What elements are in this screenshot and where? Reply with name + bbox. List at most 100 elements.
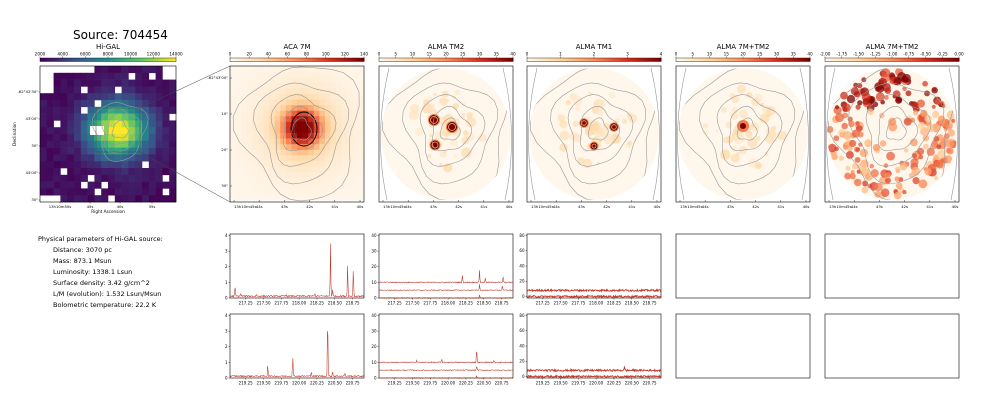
x-tick-label: 219.25 xyxy=(239,381,253,386)
pixel-cluster xyxy=(853,91,861,98)
emission-patch xyxy=(559,143,568,152)
emission-patch xyxy=(408,110,419,121)
emission-patch xyxy=(441,90,449,98)
ra-tick-label: 40s xyxy=(952,204,959,209)
axes-frame xyxy=(378,313,514,379)
emission-patch xyxy=(478,133,487,142)
pixel-cluster xyxy=(951,118,956,123)
contour-line xyxy=(380,67,390,201)
pixel-cluster xyxy=(895,166,901,172)
x-tick-label: 218.25 xyxy=(459,301,473,306)
x-tick-label: 219.50 xyxy=(257,381,271,386)
emission-patch xyxy=(589,120,600,131)
colorbar-tick-label: 25 xyxy=(757,52,763,57)
emission-patch xyxy=(615,118,620,123)
emission-patch xyxy=(598,144,602,148)
spectrum-spec_tm1_2: 219.25 219.50 219.75 220.00 220.25 220.50 220.… xyxy=(519,313,662,386)
pixel-cluster xyxy=(850,170,855,175)
pixel-cluster xyxy=(937,149,947,159)
param-lm-ratio: L/M (evolution): 1.532 Lsun/Msun xyxy=(53,290,162,298)
pixel-cluster xyxy=(903,117,912,126)
colorbar-tick-label: 140 xyxy=(360,52,368,57)
colorbar-tick-label: 14000 xyxy=(169,52,183,57)
colorbar-combo: 0 5 10 15 20 25 30 35 40 xyxy=(675,52,813,62)
contour-line xyxy=(799,67,809,201)
pixel-cluster xyxy=(934,98,942,105)
colorbar-tick-label: -1.00 xyxy=(887,52,898,57)
x-tick-label: 217.25 xyxy=(239,301,253,306)
pixel-cluster xyxy=(848,120,855,128)
spectrum-series-0 xyxy=(229,330,365,378)
pixel-cluster xyxy=(849,173,856,180)
y-tick-label: 40 xyxy=(519,263,525,268)
pixel-cluster xyxy=(895,96,903,103)
contour-line xyxy=(107,112,136,145)
pixel-cluster xyxy=(910,138,918,147)
x-tick-label: 220.75 xyxy=(643,381,657,386)
compact-source xyxy=(431,117,437,123)
spectrum-empty_ratio_2 xyxy=(824,313,960,379)
pixel-cluster xyxy=(886,151,896,161)
spectrum-empty_combo_2 xyxy=(675,313,811,379)
y-tick-label: 20 xyxy=(519,279,525,284)
pixel-cluster xyxy=(854,178,862,187)
pixel-cluster xyxy=(881,68,891,77)
pixel-cluster xyxy=(827,143,837,153)
pixel-cluster xyxy=(932,110,940,118)
contour-line xyxy=(111,119,129,139)
emission-patch xyxy=(428,103,435,110)
emission-patch xyxy=(732,129,738,135)
panel-title-tm1: ALMA TM1 xyxy=(576,43,613,51)
colorbar-tm2: 0 5 10 15 20 25 30 35 40 xyxy=(378,52,516,62)
emission-patch xyxy=(461,147,472,159)
y-tick-label: 3 xyxy=(225,249,228,254)
emission-patch xyxy=(736,84,746,94)
pixel-cluster xyxy=(857,131,864,138)
y-tick-label: 0 xyxy=(225,375,228,380)
axes-frame xyxy=(824,233,960,299)
contour-line xyxy=(848,82,945,185)
spectrum-spec_tm2_1: 217.25 217.50 217.75 218.00 218.25 218.50 218.… xyxy=(371,233,514,306)
spectrum-spec_aca_2: 219.25 219.50 219.75 220.00 220.25 220.50 220.… xyxy=(225,313,365,386)
source-contour xyxy=(447,122,457,132)
source-contour xyxy=(610,123,618,131)
emission-patch xyxy=(575,106,581,112)
pixel-cluster xyxy=(847,145,853,152)
y-tick-label: 60 xyxy=(519,248,525,253)
pixel-cluster xyxy=(911,153,918,159)
emission-patch xyxy=(561,123,568,129)
colorbar-tick-label: 20 xyxy=(443,52,449,57)
ra-tick-label: 13h10m45s xyxy=(531,204,554,209)
colorbar-tick-label: 5 xyxy=(394,52,397,57)
ra-tick-label: 45s xyxy=(87,204,94,209)
dec-tick-label: 30" xyxy=(221,183,228,188)
pixel-cluster xyxy=(844,172,852,180)
spectrum-series-1 xyxy=(378,284,513,292)
dec-tick-label: 20" xyxy=(221,147,228,152)
pixel-cluster xyxy=(878,77,887,87)
map-tm1: 13h10m45s 44s 43s 42s 41s 40s xyxy=(526,65,662,209)
map-combo: 13h10m45s 44s 43s 42s 41s 40s xyxy=(675,65,811,209)
compact-source xyxy=(740,123,746,129)
emission-patch xyxy=(559,130,570,141)
source-parameters: Physical parameters of Hi-GAL source: Di… xyxy=(38,234,163,311)
spectrum-series-0 xyxy=(378,270,514,284)
contour-line xyxy=(877,105,919,152)
spectrum-empty_combo_1 xyxy=(675,233,811,299)
emission-patch xyxy=(755,135,761,141)
emission-patch xyxy=(725,121,733,129)
param-mass: Mass: 873.1 Msun xyxy=(53,257,112,265)
pixel-cluster xyxy=(861,77,867,83)
pixel-cluster xyxy=(845,150,854,159)
axes-frame xyxy=(378,65,514,203)
x-tick-label: 217.75 xyxy=(571,301,585,306)
panel-title-combo: ALMA 7M+TM2 xyxy=(717,43,770,51)
pixel-cluster xyxy=(867,108,874,116)
emission-patch xyxy=(453,154,457,158)
colorbar-tick-label: 10 xyxy=(707,52,713,57)
pixel-cluster xyxy=(885,177,891,184)
emission-patch xyxy=(460,114,466,119)
pixel-cluster xyxy=(933,175,939,181)
x-tick-label: 220.00 xyxy=(441,381,455,386)
x-tick-label: 220.75 xyxy=(346,381,360,386)
